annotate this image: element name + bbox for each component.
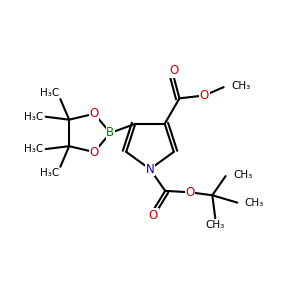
Text: CH₃: CH₃: [245, 198, 264, 208]
Text: CH₃: CH₃: [206, 220, 225, 230]
Text: H₃C: H₃C: [40, 168, 59, 178]
Text: O: O: [90, 107, 99, 120]
Text: CH₃: CH₃: [233, 170, 252, 180]
Text: O: O: [186, 186, 195, 199]
Text: O: O: [90, 146, 99, 159]
Text: H₃C: H₃C: [40, 88, 59, 98]
Text: CH₃: CH₃: [231, 81, 250, 91]
Text: B: B: [106, 126, 114, 140]
Text: H₃C: H₃C: [24, 112, 43, 122]
Text: O: O: [200, 89, 209, 102]
Text: O: O: [169, 64, 178, 77]
Text: O: O: [149, 209, 158, 222]
Text: H₃C: H₃C: [24, 144, 43, 154]
Text: N: N: [146, 163, 154, 176]
